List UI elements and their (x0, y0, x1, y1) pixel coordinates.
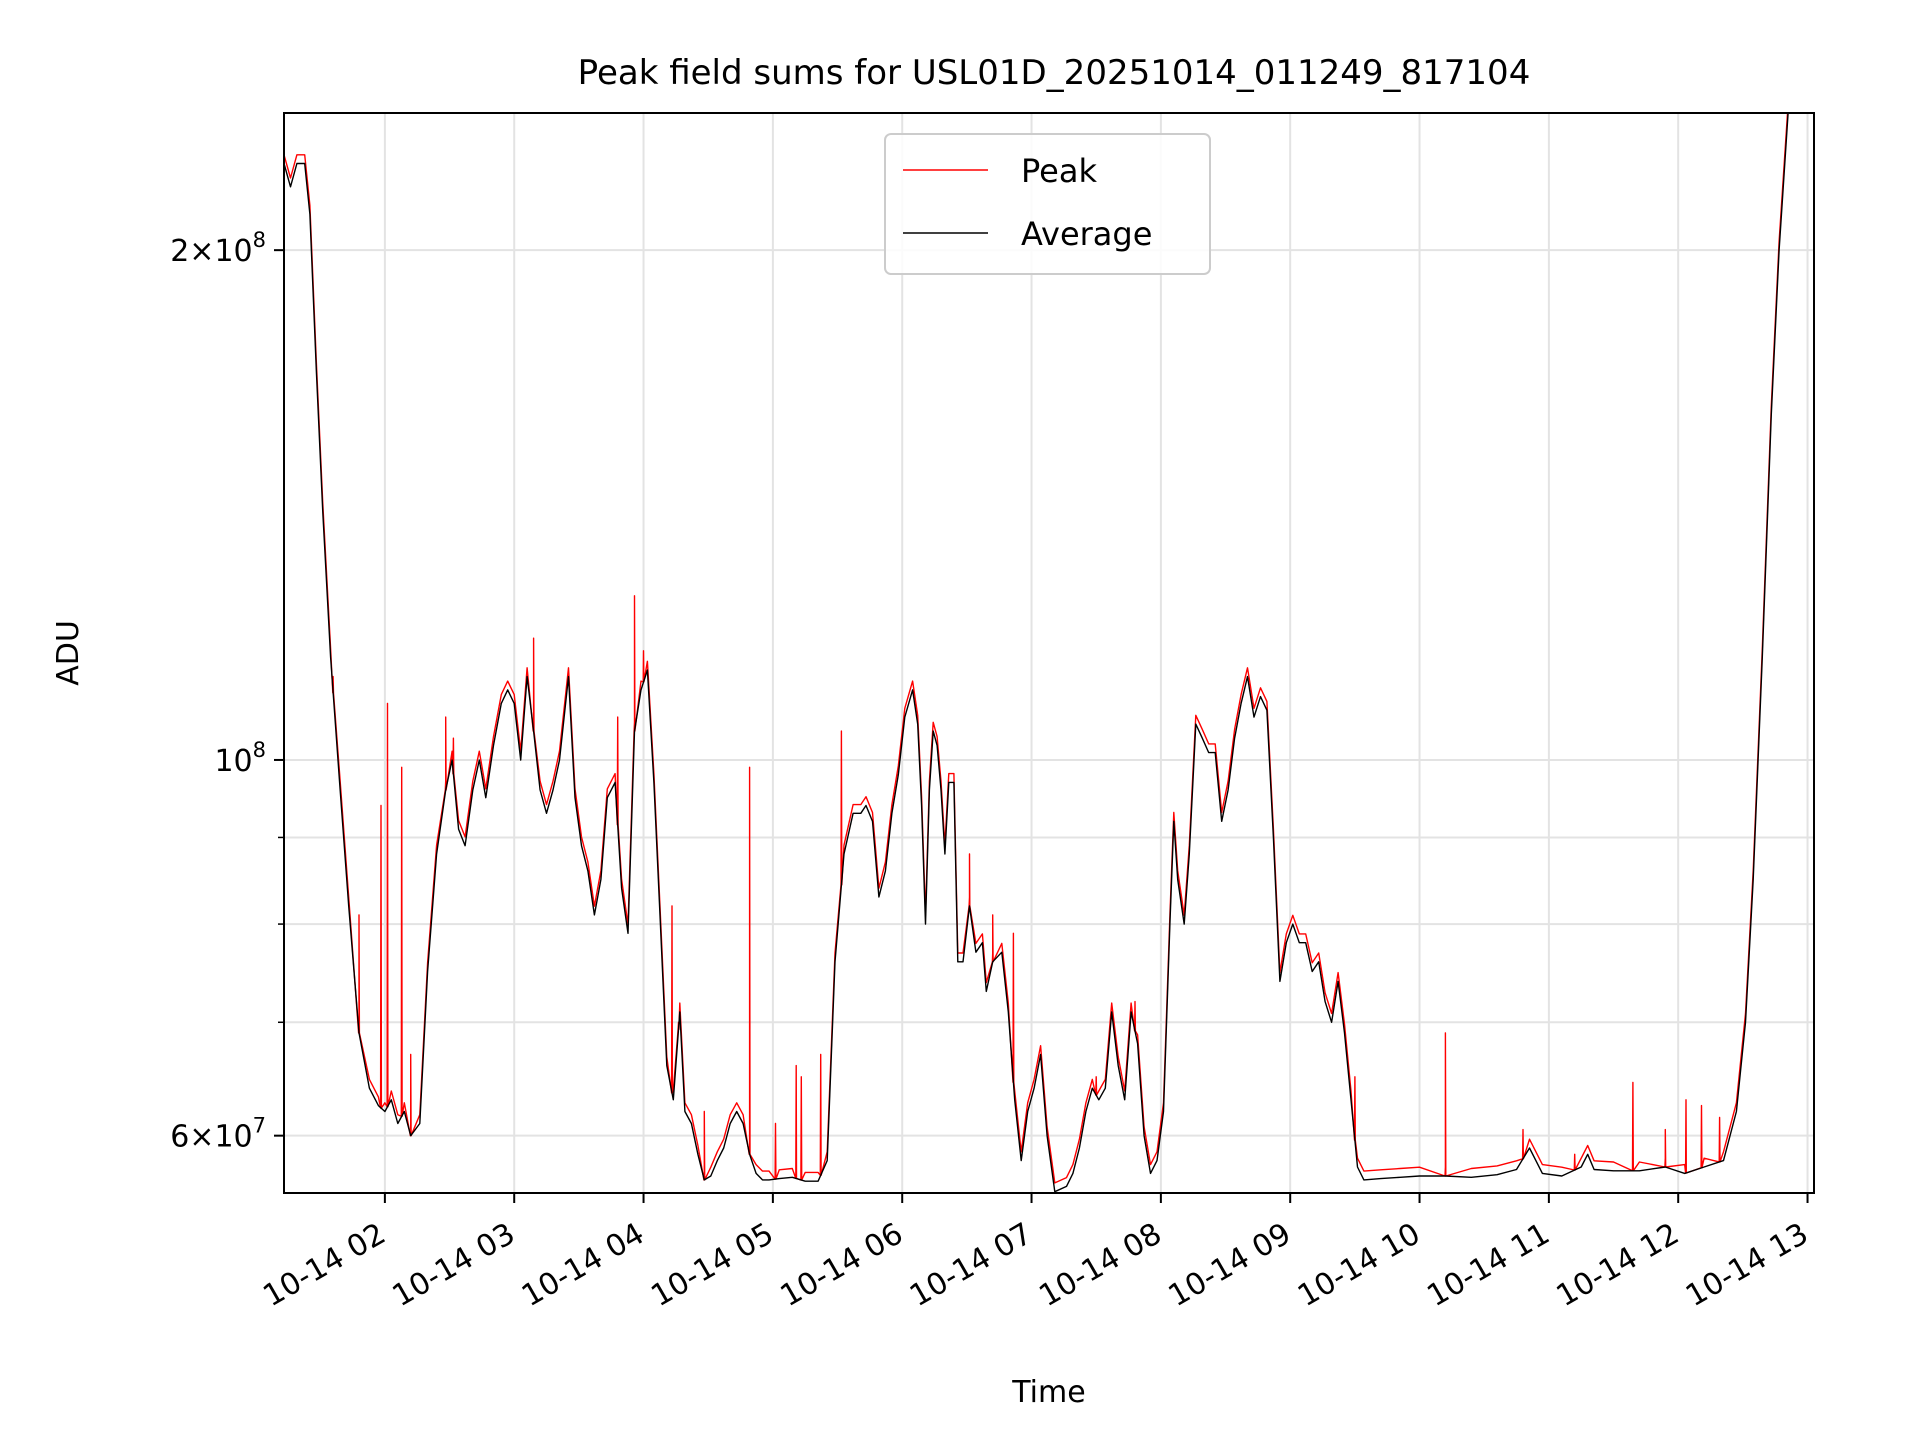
y-tick-exponent: 7 (253, 1114, 266, 1138)
y-tick-base: 2 (170, 234, 189, 269)
chart-title: Peak field sums for USL01D_20251014_0112… (578, 53, 1531, 93)
y-tick-power: 10 (214, 234, 252, 269)
y-tick-label: 2×108 (170, 228, 266, 269)
y-tick-times: × (189, 1120, 214, 1155)
y-tick-power: 10 (214, 1120, 252, 1155)
legend-label-average: Average (1021, 215, 1152, 253)
y-tick-label: 6×107 (170, 1114, 266, 1155)
y-axis-label: ADU (51, 620, 86, 686)
series-line-average (284, 113, 1789, 1193)
legend: Peak Average (884, 133, 1211, 275)
y-tick-label: 108 (214, 738, 266, 779)
y-tick-exponent: 8 (253, 738, 266, 762)
plot-frame (283, 112, 1815, 1194)
y-tick-power: 10 (214, 744, 252, 779)
legend-box (884, 133, 1211, 275)
series-line-peak (284, 113, 1789, 1184)
y-tick-base: 6 (170, 1120, 189, 1155)
x-axis-label: Time (1011, 1375, 1085, 1410)
legend-label-peak: Peak (1021, 152, 1097, 190)
y-tick-exponent: 8 (253, 228, 266, 252)
y-tick-times: × (189, 234, 214, 269)
series-layer (284, 113, 1789, 1193)
